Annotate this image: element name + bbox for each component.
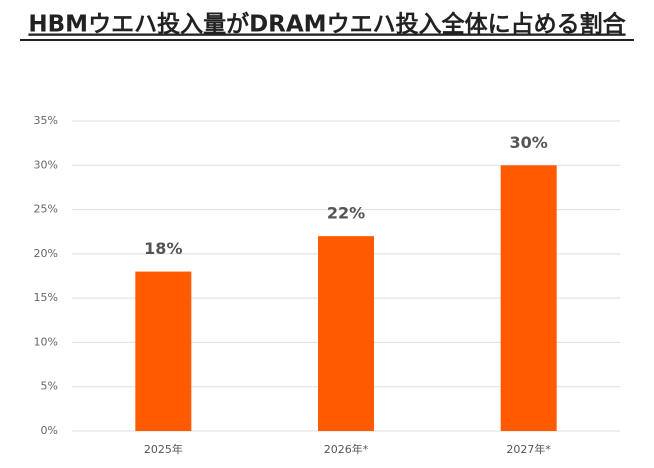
x-tick-label: 2025年 [144,442,183,456]
y-tick-label: 0% [41,424,58,437]
y-tick-label: 30% [34,158,58,171]
y-tick-label: 5% [41,380,58,393]
value-label: 22% [327,204,365,223]
x-tick-label: 2027年* [506,442,551,456]
y-tick-label: 20% [34,247,58,260]
bar [135,271,192,431]
y-tick-label: 10% [34,335,58,348]
x-tick-label: 2026年* [324,442,369,456]
y-tick-label: 25% [34,203,58,216]
y-tick-label: 15% [34,291,58,304]
bar [500,165,557,432]
chart-title: HBMウエハ投入量がDRAMウエハ投入全体に占める割合 [28,11,626,38]
y-tick-label: 35% [34,114,58,127]
bar [318,236,374,431]
value-label: 18% [144,239,182,258]
value-label: 30% [510,133,548,152]
